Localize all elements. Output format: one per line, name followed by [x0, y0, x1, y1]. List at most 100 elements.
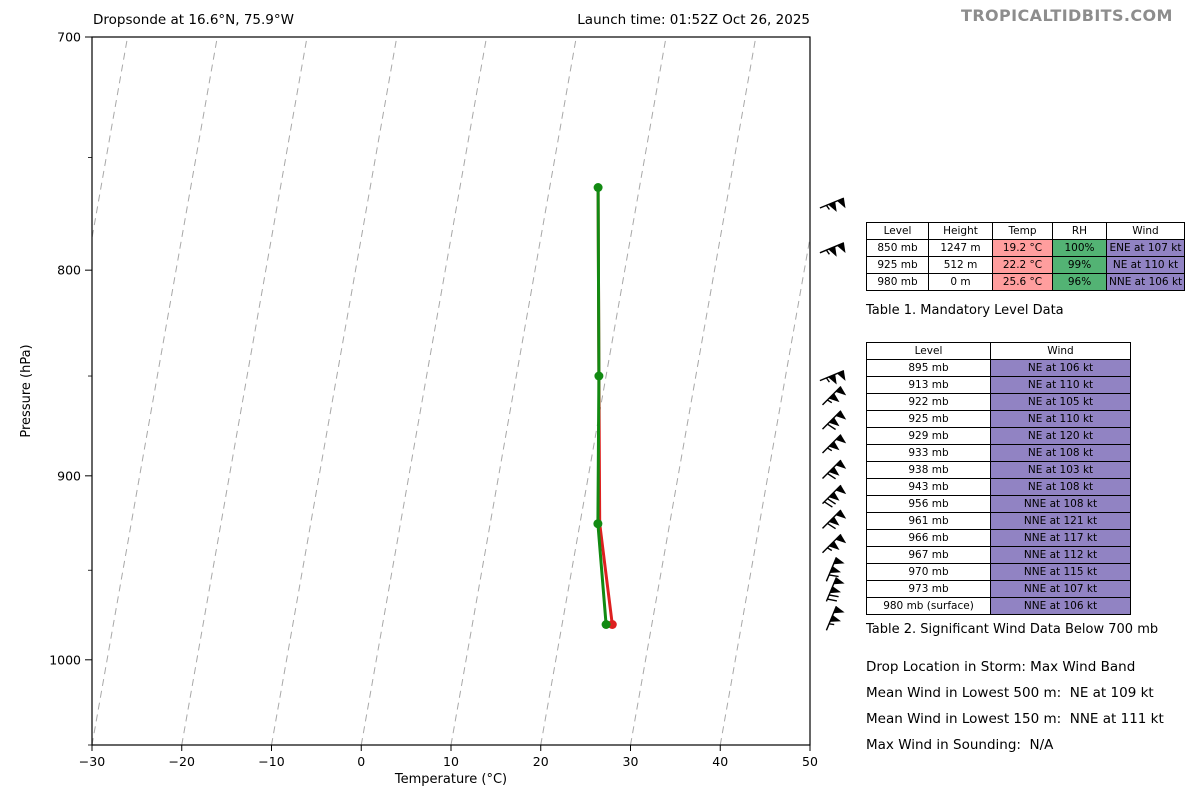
column-header: Wind [990, 342, 1131, 360]
table-cell: 922 mb [866, 393, 991, 411]
table-row: 943 mb NE at 108 kt [866, 478, 1131, 496]
table-cell: 938 mb [866, 461, 991, 479]
table-cell: NE at 110 kt [990, 376, 1131, 394]
table-cell: NE at 106 kt [990, 359, 1131, 377]
table-cell: 967 mb [866, 546, 991, 564]
table-cell: 22.2 °C [992, 256, 1053, 274]
chart-title: Dropsonde at 16.6°N, 75.9°W [93, 12, 294, 28]
y-tick-label: 900 [57, 468, 81, 483]
column-header: Level [866, 342, 991, 360]
table-row: 980 mb (surface) NNE at 106 kt [866, 597, 1131, 615]
table-cell: 512 m [928, 256, 993, 274]
table-cell: NNE at 112 kt [990, 546, 1131, 564]
table-cell: ENE at 107 kt [1106, 239, 1185, 257]
x-tick-label: −30 [79, 754, 105, 769]
dewpoint-marker [594, 371, 604, 381]
dewpoint-marker [601, 620, 611, 629]
table-row: 961 mb NNE at 121 kt [866, 512, 1131, 530]
table-row: 925 mb 512 m 22.2 °C 99% NE at 110 kt [866, 256, 1185, 274]
table-cell: 19.2 °C [992, 239, 1053, 257]
table-cell: 913 mb [866, 376, 991, 394]
summary-line: Mean Wind in Lowest 500 m: NE at 109 kt [866, 685, 1154, 701]
dewpoint-marker [593, 519, 603, 529]
x-tick-label: 10 [443, 754, 459, 769]
column-header: Level [866, 222, 929, 240]
wind-barb [822, 410, 847, 431]
table-row: 929 mb NE at 120 kt [866, 427, 1131, 445]
y-tick-label: 700 [57, 30, 81, 45]
x-tick-label: 50 [802, 754, 818, 769]
summary-line: Drop Location in Storm: Max Wind Band [866, 659, 1136, 675]
y-tick-label: 800 [57, 263, 81, 278]
storm-summary: Drop Location in Storm: Max Wind Band Mea… [866, 654, 1164, 758]
table-row: 938 mb NE at 103 kt [866, 461, 1131, 479]
launch-time-label: Launch time: 01:52Z Oct 26, 2025 [577, 12, 810, 28]
table-cell: 943 mb [866, 478, 991, 496]
table-cell: NNE at 106 kt [1106, 273, 1185, 291]
table-cell: 929 mb [866, 427, 991, 445]
wind-barb-column [819, 197, 847, 631]
table-cell: 980 mb [866, 273, 929, 291]
x-tick-label: −10 [258, 754, 284, 769]
wind-barb [819, 197, 846, 212]
wind-barb [825, 605, 845, 631]
table-cell: 850 mb [866, 239, 929, 257]
wind-barb [822, 434, 847, 454]
table-row: 922 mb NE at 105 kt [866, 393, 1131, 411]
plot-border [91, 36, 811, 746]
table-cell: NE at 108 kt [990, 444, 1131, 462]
site-logo: TROPICALTIDBITS.COM [961, 6, 1173, 25]
x-tick-label: 40 [712, 754, 728, 769]
header-row: Level Height Temp RH Wind [866, 222, 1185, 240]
table-cell: 956 mb [866, 495, 991, 513]
table-cell: 99% [1052, 256, 1107, 274]
column-header: Temp [992, 222, 1053, 240]
wind-barb [822, 386, 847, 406]
column-header: Wind [1106, 222, 1185, 240]
wind-barb [819, 242, 846, 257]
isotherm-gridlines [92, 37, 810, 745]
tick-labels: −30 −20 −10 0 10 20 30 40 50 700 800 900 1000 [49, 30, 818, 770]
table-cell: 973 mb [866, 580, 991, 598]
table-cell: 970 mb [866, 563, 991, 581]
table-cell: NNE at 117 kt [990, 529, 1131, 547]
wind-barb [822, 509, 847, 530]
wind-barb [822, 459, 847, 480]
x-tick-label: −20 [169, 754, 195, 769]
table-row: 980 mb 0 m 25.6 °C 96% NNE at 106 kt [866, 273, 1185, 291]
table2-caption: Table 2. Significant Wind Data Below 700… [866, 622, 1159, 637]
significant-wind-table: Level Wind 895 mb NE at 106 kt 913 mb NE at 1… [866, 342, 1131, 615]
table1-caption: Table 1. Mandatory Level Data [866, 303, 1064, 318]
table-cell: NE at 108 kt [990, 478, 1131, 496]
table-cell: NE at 103 kt [990, 461, 1131, 479]
table-row: 956 mb NNE at 108 kt [866, 495, 1131, 513]
summary-line: Max Wind in Sounding: N/A [866, 737, 1054, 753]
x-tick-label: 20 [533, 754, 549, 769]
axis-ticks [85, 36, 811, 751]
table-cell: NE at 110 kt [1106, 256, 1185, 274]
table-cell: 961 mb [866, 512, 991, 530]
dewpoint-trace [596, 186, 608, 626]
wind-barb [822, 533, 847, 554]
wind-barb [822, 484, 847, 508]
table-row: 970 mb NNE at 115 kt [866, 563, 1131, 581]
table-row: 925 mb NE at 110 kt [866, 410, 1131, 428]
mandatory-level-table: Level Height Temp RH Wind 850 mb 1247 m 19.2 °C… [866, 222, 1185, 291]
x-tick-label: 0 [357, 754, 365, 769]
sounding-traces [596, 186, 614, 626]
table-cell: 933 mb [866, 444, 991, 462]
table-cell: 925 mb [866, 256, 929, 274]
table-cell: 1247 m [928, 239, 993, 257]
table-cell: 895 mb [866, 359, 991, 377]
x-axis-label: Temperature (°C) [394, 772, 507, 787]
summary-line: Mean Wind in Lowest 150 m: NNE at 111 kt [866, 711, 1164, 727]
table-cell: NNE at 108 kt [990, 495, 1131, 513]
table-cell: NNE at 121 kt [990, 512, 1131, 530]
table-cell: 96% [1052, 273, 1107, 291]
table-cell: NE at 120 kt [990, 427, 1131, 445]
table-cell: NE at 105 kt [990, 393, 1131, 411]
table-cell: 925 mb [866, 410, 991, 428]
table-row: 850 mb 1247 m 19.2 °C 100% ENE at 107 kt [866, 239, 1185, 257]
table-cell: NNE at 115 kt [990, 563, 1131, 581]
table-cell: NE at 110 kt [990, 410, 1131, 428]
